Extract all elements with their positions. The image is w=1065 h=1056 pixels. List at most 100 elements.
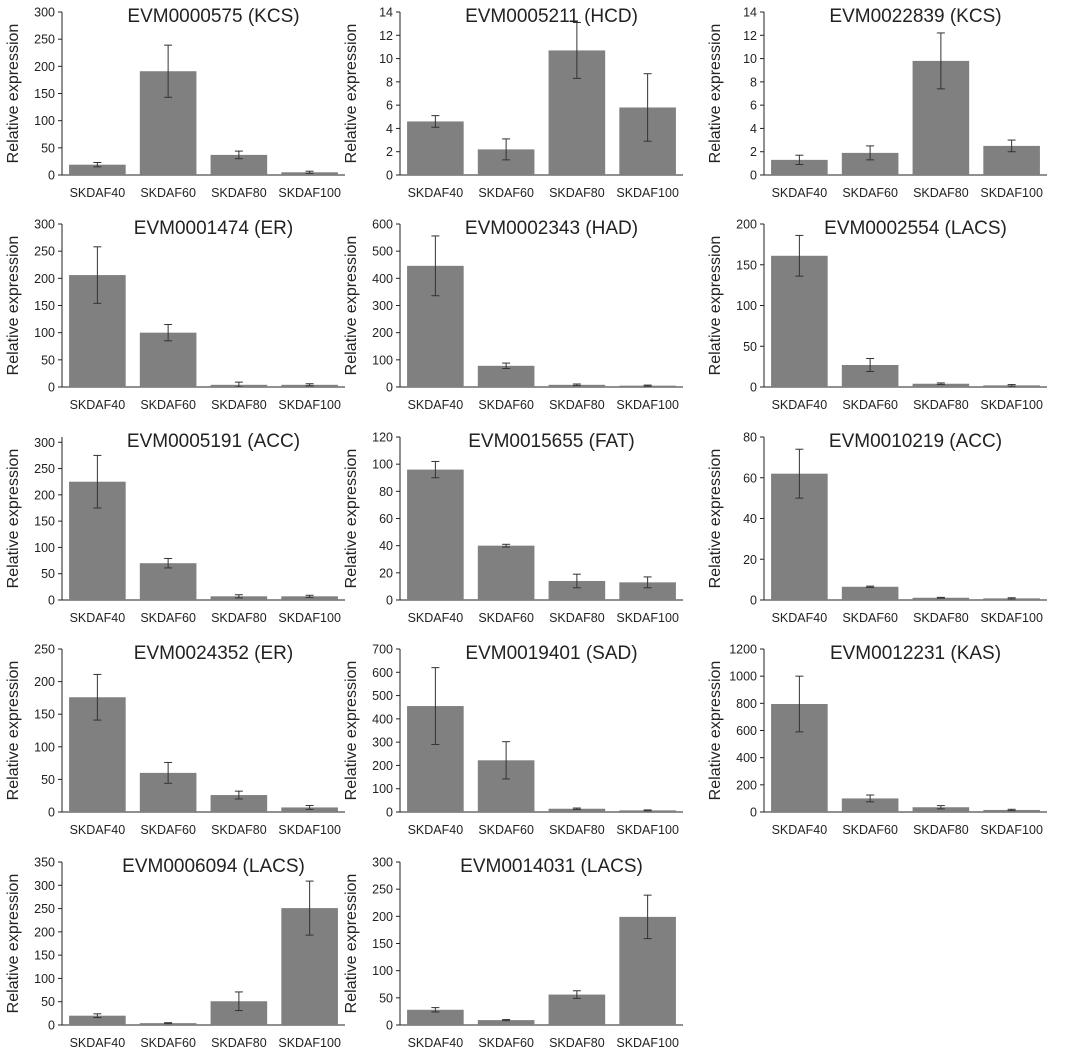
x-category-label: SKDAF40 [772, 611, 828, 625]
y-axis-label: Relative expression [5, 236, 22, 376]
error-bar [936, 32, 945, 90]
chart-title: EVM0019401 (SAD) [465, 643, 637, 664]
x-category-label: SKDAF60 [478, 398, 534, 412]
y-tick-label: 80 [743, 431, 757, 445]
bar-skdaf80 [548, 808, 606, 812]
error-bar [643, 809, 652, 812]
chart-title: EVM0022839 (KCS) [829, 6, 1001, 27]
y-tick-label: 300 [372, 299, 393, 313]
bar-skdaf40 [407, 121, 464, 175]
y-tick-label: 50 [41, 567, 55, 581]
y-tick-label: 0 [386, 169, 393, 183]
y-tick-label: 0 [386, 594, 393, 608]
error-bar [93, 1013, 102, 1019]
y-tick-label: 100 [34, 972, 55, 986]
y-tick-label: 50 [41, 141, 55, 155]
y-tick-label: 0 [750, 381, 757, 395]
y-tick-label: 200 [34, 488, 55, 502]
y-tick-label: 4 [386, 122, 393, 136]
x-category-label: SKDAF40 [408, 1036, 464, 1050]
chart-panel-4: 0 50 100 150 200 250 300 Relative expression EVM… [5, 218, 345, 412]
chart-panel-1: 0 50 100 150 200 250 300 Relative expression EVM… [5, 6, 345, 200]
y-tick-label: 60 [379, 512, 393, 526]
x-category-label: SKDAF40 [70, 823, 126, 837]
x-category-label: SKDAF60 [842, 611, 898, 625]
x-category-label: SKDAF100 [278, 823, 341, 837]
chart-title: EVM0006094 (LACS) [122, 856, 305, 877]
x-category-label: SKDAF60 [140, 611, 196, 625]
y-tick-label: 0 [48, 169, 55, 183]
x-category-label: SKDAF80 [913, 823, 969, 837]
x-category-label: SKDAF40 [70, 186, 126, 200]
y-tick-label: 80 [379, 485, 393, 499]
x-category-label: SKDAF100 [980, 823, 1043, 837]
y-tick-label: 300 [34, 218, 55, 232]
chart-title: EVM0002343 (HAD) [465, 218, 638, 239]
y-axis-label: Relative expression [5, 24, 22, 164]
y-tick-label: 150 [34, 708, 55, 722]
x-category-label: SKDAF60 [478, 186, 534, 200]
y-tick-label: 250 [34, 462, 55, 476]
y-tick-label: 50 [379, 991, 393, 1005]
error-bar [866, 585, 875, 588]
y-tick-label: 0 [48, 381, 55, 395]
y-tick-label: 200 [372, 326, 393, 340]
error-bar [431, 667, 440, 745]
x-category-label: SKDAF100 [278, 186, 341, 200]
error-bar [643, 384, 652, 387]
y-tick-label: 300 [372, 736, 393, 750]
error-bar [866, 357, 875, 373]
x-category-label: SKDAF60 [842, 186, 898, 200]
y-tick-label: 12 [743, 29, 757, 43]
y-tick-label: 200 [34, 925, 55, 939]
x-category-label: SKDAF40 [772, 398, 828, 412]
y-tick-label: 800 [736, 697, 757, 711]
error-bar [643, 894, 652, 940]
y-tick-label: 200 [736, 218, 757, 232]
y-tick-label: 120 [372, 431, 393, 445]
y-tick-label: 300 [372, 856, 393, 870]
y-tick-label: 10 [743, 52, 757, 66]
chart-title: EVM0000575 (KCS) [127, 6, 299, 27]
y-tick-label: 250 [34, 902, 55, 916]
y-tick-label: 100 [34, 740, 55, 754]
y-tick-label: 600 [372, 218, 393, 232]
chart-title: EVM0002554 (LACS) [824, 218, 1007, 239]
y-tick-label: 50 [41, 773, 55, 787]
y-tick-label: 50 [743, 340, 757, 354]
x-category-label: SKDAF40 [408, 398, 464, 412]
chart-panel-14: 0 50 100 150 200 250 300 Relative expression EVM… [343, 856, 683, 1050]
bar-skdaf80 [548, 580, 606, 600]
bar-skdaf100 [281, 596, 338, 600]
chart-panel-13: 0 50 100 150 200 250 300 350 Relative expression… [5, 856, 345, 1050]
x-category-label: SKDAF80 [549, 398, 605, 412]
y-tick-label: 0 [48, 1019, 55, 1033]
error-bar [305, 594, 314, 598]
x-category-label: SKDAF60 [478, 823, 534, 837]
y-axis-label: Relative expression [5, 449, 22, 589]
x-category-label: SKDAF80 [211, 1036, 267, 1050]
error-bar [93, 162, 102, 168]
x-category-label: SKDAF40 [70, 398, 126, 412]
y-axis-label: Relative expression [343, 449, 360, 589]
bar-skdaf80 [548, 994, 606, 1025]
x-category-label: SKDAF100 [980, 611, 1043, 625]
y-tick-label: 150 [34, 949, 55, 963]
error-bar [936, 596, 945, 599]
y-tick-label: 100 [372, 353, 393, 367]
x-category-label: SKDAF60 [140, 823, 196, 837]
x-category-label: SKDAF80 [913, 398, 969, 412]
error-bar [164, 761, 173, 784]
error-bar [502, 362, 511, 370]
error-bar [164, 1022, 173, 1025]
x-category-label: SKDAF60 [140, 1036, 196, 1050]
y-tick-label: 400 [372, 272, 393, 286]
error-bar [936, 805, 945, 810]
chart-panel-11: 0 100 200 300 400 500 600 700 Relative expressio… [343, 643, 683, 837]
x-category-label: SKDAF100 [616, 1036, 679, 1050]
y-tick-label: 40 [379, 539, 393, 553]
error-bar [1007, 384, 1016, 387]
bar-skdaf40 [771, 255, 828, 387]
chart-panel-12: 0 200 400 600 800 1000 1200 Relative expression… [707, 643, 1047, 837]
y-tick-label: 2 [386, 145, 393, 159]
